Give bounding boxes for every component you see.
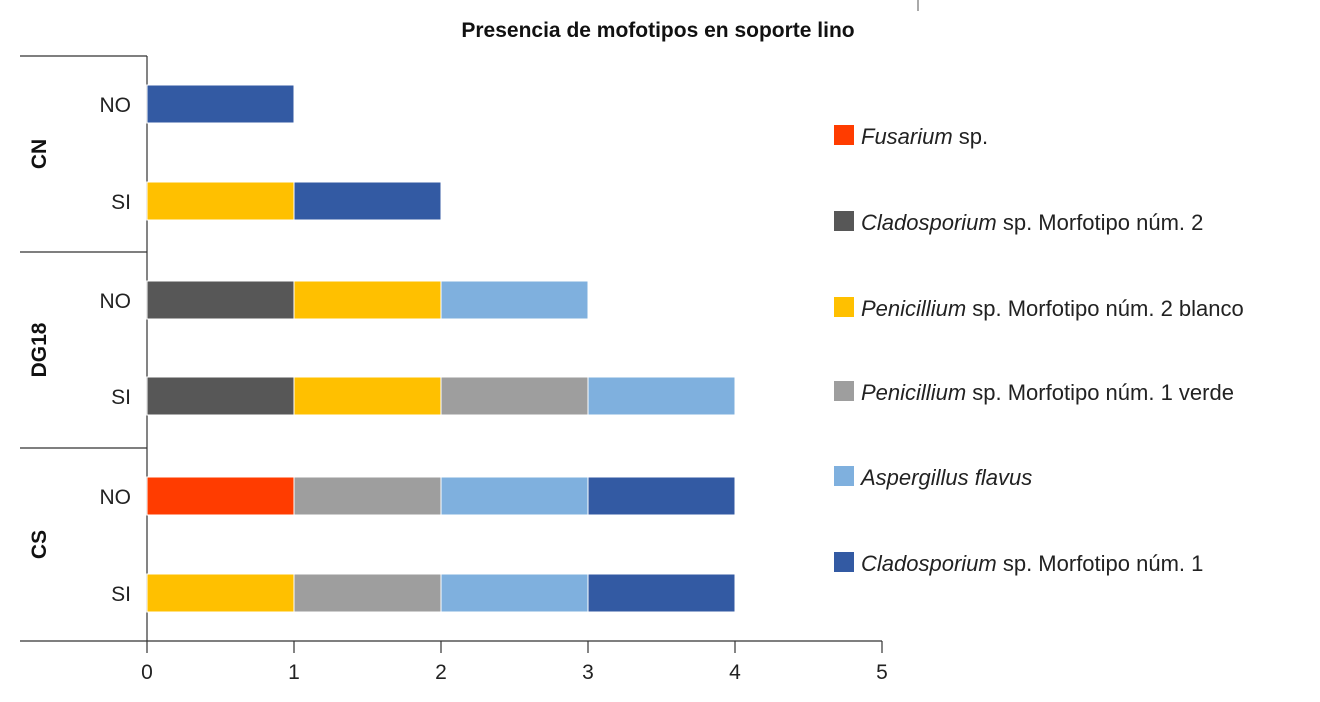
group-label: CN bbox=[28, 139, 51, 169]
legend-entry: Fusarium sp. bbox=[861, 124, 988, 149]
bar-segment bbox=[440, 376, 589, 416]
x-tick-label: 0 bbox=[141, 661, 153, 684]
legend-swatch bbox=[834, 466, 854, 486]
row-label: NO bbox=[100, 94, 132, 117]
x-tick-label: 5 bbox=[876, 661, 888, 684]
x-tick-label: 3 bbox=[582, 661, 594, 684]
bar-segment bbox=[293, 476, 442, 516]
chart-title: Presencia de mofotipos en soporte lino bbox=[461, 19, 854, 42]
legend-entry: Penicillium sp. Morfotipo núm. 1 verde bbox=[861, 380, 1234, 405]
bar-segment bbox=[293, 280, 442, 320]
bar-segment bbox=[587, 476, 736, 516]
x-tick-label: 2 bbox=[435, 661, 447, 684]
legend-entry: Aspergillus flavus bbox=[859, 465, 1032, 490]
bar-segment bbox=[146, 181, 295, 221]
row-label: SI bbox=[111, 191, 131, 214]
legend-swatch bbox=[834, 552, 854, 572]
row-label: SI bbox=[111, 583, 131, 606]
bar-segment bbox=[146, 573, 295, 613]
legend: Fusarium sp. Cladosporium sp. Morfotipo n… bbox=[834, 124, 1244, 576]
bar-segment bbox=[293, 573, 442, 613]
plot-area: 0 1 2 3 4 5 CN NO SI DG18 NO SI CS NO SI bbox=[20, 55, 888, 684]
bar-segment bbox=[146, 84, 295, 124]
legend-entry: Penicillium sp. Morfotipo núm. 2 blanco bbox=[861, 296, 1244, 321]
group-label: CS bbox=[28, 530, 51, 559]
x-tick-label: 4 bbox=[729, 661, 741, 684]
row-label: NO bbox=[100, 486, 132, 509]
bar-segment bbox=[293, 181, 442, 221]
bar-segment bbox=[293, 376, 442, 416]
legend-swatch bbox=[834, 211, 854, 231]
row-label: NO bbox=[100, 290, 132, 313]
bar-segment bbox=[587, 376, 736, 416]
bar-segment bbox=[587, 573, 736, 613]
row-label: SI bbox=[111, 386, 131, 409]
legend-entry: Cladosporium sp. Morfotipo núm. 1 bbox=[861, 551, 1203, 576]
bar-segment bbox=[146, 280, 295, 320]
x-tick-label: 1 bbox=[288, 661, 300, 684]
bar-segment bbox=[146, 476, 295, 516]
legend-swatch bbox=[834, 297, 854, 317]
legend-swatch bbox=[834, 381, 854, 401]
legend-swatch bbox=[834, 125, 854, 145]
group-label: DG18 bbox=[28, 322, 51, 377]
bar-segment bbox=[146, 376, 295, 416]
bar-segment bbox=[440, 476, 589, 516]
bar-segment bbox=[440, 573, 589, 613]
bar-segment bbox=[440, 280, 589, 320]
legend-entry: Cladosporium sp. Morfotipo núm. 2 bbox=[861, 210, 1203, 235]
